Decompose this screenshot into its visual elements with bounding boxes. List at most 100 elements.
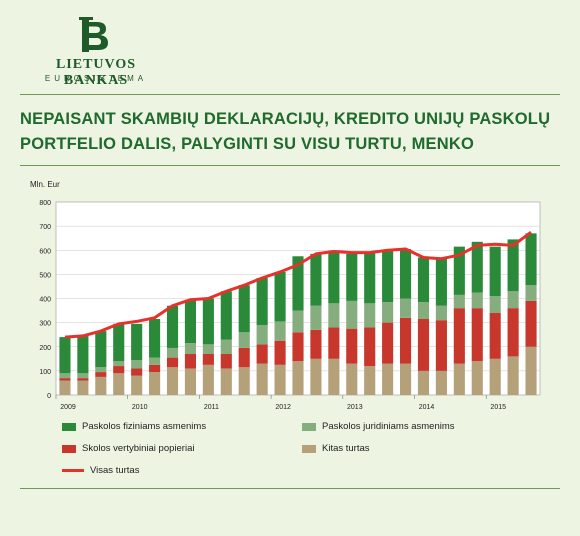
x-tick-label-2014: 2014 (419, 404, 435, 410)
bar-paskolos-fiziniams-asmenims-15 (328, 251, 340, 304)
bar-paskolos-juridiniams-asmenims-15 (328, 303, 340, 328)
bar-paskolos-fiziniams-asmenims-25 (507, 239, 519, 292)
bar-paskolos-fiziniams-asmenims-26 (525, 233, 537, 286)
bar-skolos-vertybiniai-popieriai-10 (238, 347, 250, 368)
bar-paskolos-juridiniams-asmenims-13 (292, 310, 304, 333)
y-tick-label-100: 100 (39, 369, 51, 376)
bar-skolos-vertybiniai-popieriai-7 (184, 353, 197, 369)
stacked-bar-chart: Mln. Eur 0 100 200 300 400 500 600 700 800 2009 201… (30, 180, 541, 410)
bar-skolos-vertybiniai-popieriai-12 (274, 340, 286, 365)
line-visas-turtas (64, 230, 532, 339)
bar-kitas-turtas-12 (274, 364, 286, 395)
legend-swatch-skolos (62, 444, 76, 453)
bar-paskolos-juridiniams-asmenims-2 (95, 367, 107, 373)
bar-kitas-turtas-14 (310, 358, 322, 395)
y-tick-label-200: 200 (39, 345, 51, 352)
headline-line-2: PORTFELIO DALIS, PALYGINTI SU VISU TURTU… (20, 135, 475, 153)
y-axis-label: Mln. Eur (30, 180, 60, 189)
bar-kitas-turtas-25 (507, 356, 519, 395)
bar-skolos-vertybiniai-popieriai-4 (131, 368, 143, 376)
bar-paskolos-juridiniams-asmenims-11 (256, 325, 268, 345)
bar-paskolos-fiziniams-asmenims-14 (310, 253, 322, 306)
bar-kitas-turtas-21 (435, 370, 447, 395)
bar-skolos-vertybiniai-popieriai-11 (256, 344, 268, 364)
bar-paskolos-juridiniams-asmenims-18 (382, 302, 394, 323)
bar-paskolos-fiziniams-asmenims-8 (202, 298, 214, 345)
bar-paskolos-juridiniams-asmenims-24 (489, 296, 501, 313)
bar-skolos-vertybiniai-popieriai-1 (77, 378, 89, 381)
bar-paskolos-juridiniams-asmenims-23 (471, 292, 483, 309)
bar-kitas-turtas-8 (202, 364, 214, 395)
bar-paskolos-fiziniams-asmenims-10 (238, 285, 250, 333)
bar-paskolos-fiziniams-asmenims-18 (382, 250, 394, 303)
logo-subtitle: EUROSISTEMA (44, 74, 148, 83)
bar-skolos-vertybiniai-popieriai-25 (507, 308, 519, 357)
bar-paskolos-fiziniams-asmenims-20 (417, 257, 430, 303)
bar-paskolos-juridiniams-asmenims-6 (166, 347, 179, 358)
bar-skolos-vertybiniai-popieriai-0 (59, 378, 71, 381)
bar-skolos-vertybiniai-popieriai-2 (95, 372, 107, 377)
bar-paskolos-juridiniams-asmenims-5 (149, 357, 161, 365)
bar-paskolos-juridiniams-asmenims-14 (310, 305, 322, 330)
bar-paskolos-fiziniams-asmenims-6 (166, 305, 179, 348)
x-tick-label-2010: 2010 (132, 404, 148, 410)
bar-paskolos-fiziniams-asmenims-16 (346, 253, 358, 301)
bar-paskolos-juridiniams-asmenims-0 (59, 373, 71, 379)
bar-kitas-turtas-6 (166, 367, 179, 395)
y-tick-label-0: 0 (47, 393, 51, 400)
bar-paskolos-juridiniams-asmenims-16 (346, 300, 358, 329)
bar-skolos-vertybiniai-popieriai-24 (489, 312, 501, 359)
bar-skolos-vertybiniai-popieriai-9 (220, 353, 232, 369)
x-tick-label-2011: 2011 (204, 404, 219, 410)
bar-paskolos-juridiniams-asmenims-21 (435, 305, 447, 321)
bar-kitas-turtas-15 (328, 358, 340, 395)
bar-paskolos-fiziniams-asmenims-2 (95, 331, 107, 368)
bar-paskolos-juridiniams-asmenims-10 (238, 332, 250, 348)
logo: LIETUVOS BANKAS EUROSISTEMA (0, 0, 190, 90)
headline: NEPAISANT SKAMBIŲ DEKLARACIJŲ, KREDITO U… (20, 107, 560, 157)
legend-label-kitas: Kitas turtas (322, 443, 370, 454)
y-tick-label-400: 400 (39, 297, 51, 304)
y-tick-label-600: 600 (39, 248, 51, 255)
bar-skolos-vertybiniai-popieriai-22 (453, 308, 465, 364)
bar-kitas-turtas-2 (95, 376, 107, 395)
bar-kitas-turtas-11 (256, 363, 268, 395)
headline-divider (20, 165, 560, 166)
legend-label-paskolos-fiz: Paskolos fiziniams asmenims (82, 421, 207, 432)
headline-line-1: NEPAISANT SKAMBIŲ DEKLARACIJŲ, KREDITO U… (20, 110, 551, 128)
bar-paskolos-fiziniams-asmenims-21 (435, 258, 447, 306)
bar-paskolos-juridiniams-asmenims-1 (77, 373, 89, 379)
bar-kitas-turtas-1 (77, 380, 89, 395)
x-tick-label-2013: 2013 (347, 404, 363, 410)
legend-label-paskolos-jur: Paskolos juridiniams asmenims (322, 421, 455, 432)
bar-skolos-vertybiniai-popieriai-14 (310, 329, 322, 359)
bar-paskolos-juridiniams-asmenims-17 (364, 303, 376, 328)
bar-paskolos-fiziniams-asmenims-9 (220, 291, 232, 340)
bar-paskolos-fiziniams-asmenims-0 (59, 337, 71, 374)
bar-kitas-turtas-7 (184, 368, 197, 395)
bar-paskolos-juridiniams-asmenims-19 (399, 298, 412, 318)
top-divider (20, 94, 560, 95)
bar-skolos-vertybiniai-popieriai-6 (166, 357, 179, 368)
bar-paskolos-juridiniams-asmenims-22 (453, 294, 465, 309)
bar-skolos-vertybiniai-popieriai-16 (346, 328, 358, 364)
bar-paskolos-fiziniams-asmenims-13 (292, 256, 304, 311)
bar-kitas-turtas-3 (113, 373, 125, 395)
bar-skolos-vertybiniai-popieriai-8 (202, 353, 214, 365)
bar-paskolos-juridiniams-asmenims-7 (184, 343, 197, 354)
bar-paskolos-juridiniams-asmenims-25 (507, 291, 519, 309)
bar-kitas-turtas-19 (399, 363, 412, 395)
y-tick-label-500: 500 (39, 272, 51, 279)
bar-paskolos-fiziniams-asmenims-17 (364, 252, 376, 304)
bar-skolos-vertybiniai-popieriai-5 (149, 364, 161, 373)
bar-skolos-vertybiniai-popieriai-17 (364, 327, 376, 367)
bar-kitas-turtas-16 (346, 363, 358, 395)
bar-kitas-turtas-23 (471, 361, 483, 395)
bar-skolos-vertybiniai-popieriai-15 (328, 327, 340, 359)
logo-name: LIETUVOS BANKAS (55, 57, 137, 88)
bar-paskolos-fiziniams-asmenims-19 (399, 249, 412, 299)
legend-swatch-paskolos-fiz (62, 422, 76, 431)
lietuvos-bankas-emblem-icon (79, 17, 108, 52)
bar-paskolos-juridiniams-asmenims-9 (220, 339, 232, 354)
y-tick-label-700: 700 (39, 224, 51, 231)
